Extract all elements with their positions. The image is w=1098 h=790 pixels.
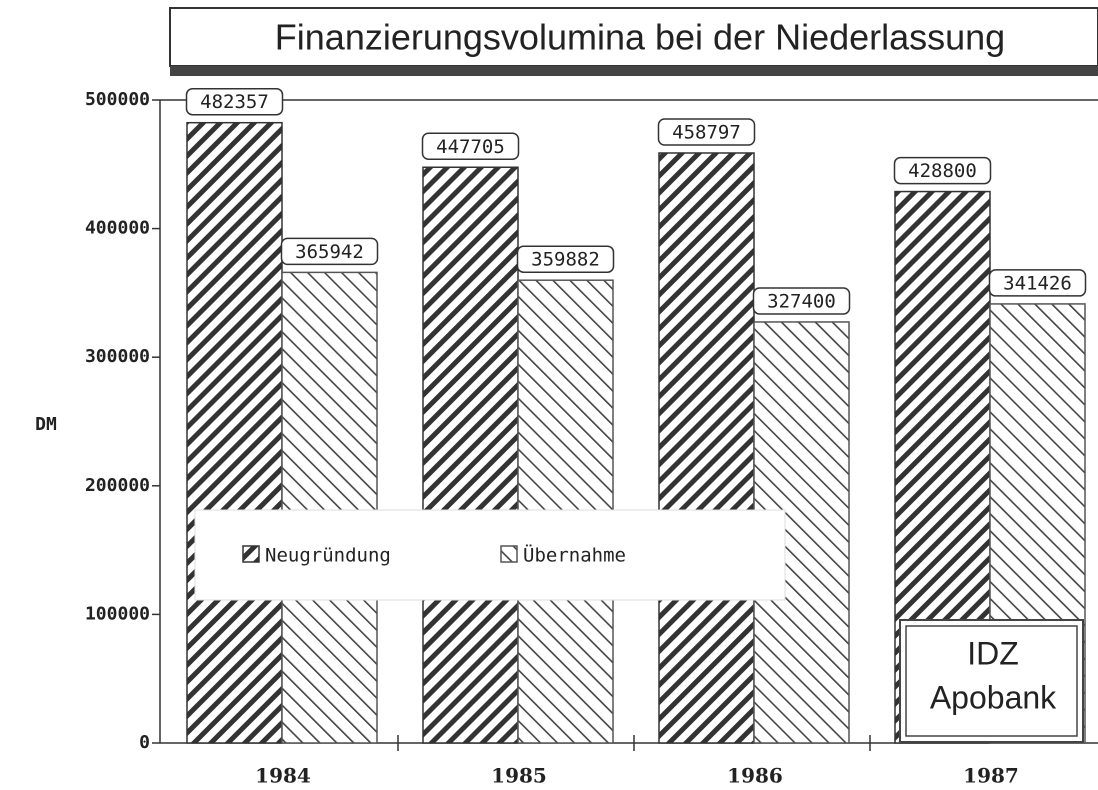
value-label-box <box>657 118 756 146</box>
value-label: 341426 <box>1003 272 1072 294</box>
y-tick-label: 0 <box>139 732 150 753</box>
value-label-box <box>752 287 851 315</box>
y-tick-label: 500000 <box>85 89 150 110</box>
value-label: 428800 <box>908 160 977 182</box>
y-tick-label: 200000 <box>85 475 150 496</box>
legend-label: Übernahme <box>523 544 626 567</box>
annotation: Apobank <box>930 679 1057 715</box>
legend-label: Neugründung <box>265 545 391 567</box>
value-label-box <box>516 245 615 273</box>
bar <box>422 166 519 744</box>
value-label: 327400 <box>767 290 836 312</box>
legend-swatch <box>500 545 518 563</box>
bar <box>281 271 378 744</box>
x-tick-label: 1987 <box>963 764 1019 788</box>
x-tick-label: 1986 <box>727 764 783 788</box>
value-label: 447705 <box>436 136 505 158</box>
value-label-box <box>893 156 992 185</box>
value-label-box <box>185 87 284 116</box>
value-label: 365942 <box>295 241 364 263</box>
value-label-box <box>421 132 520 161</box>
y-tick-label: 400000 <box>85 218 150 239</box>
value-label-box <box>280 237 379 266</box>
bar <box>658 152 755 744</box>
value-label: 359882 <box>531 249 600 271</box>
y-tick-label: 100000 <box>85 603 150 624</box>
value-label: 458797 <box>672 121 741 143</box>
overlay: Neugründung Übernahme IDZ Apobank <box>194 509 1084 743</box>
y-axis-label: DM <box>35 414 57 435</box>
y-tick-label: 300000 <box>85 346 150 367</box>
annotation-box <box>899 619 1084 743</box>
title-box <box>169 7 1098 67</box>
bar <box>186 121 283 744</box>
legend-swatch <box>242 545 260 563</box>
title-bar <box>170 66 1098 76</box>
chart-title: Finanzierungsvolumina bei der Niederlass… <box>275 17 1005 58</box>
value-label-box <box>988 269 1087 297</box>
legend-box <box>194 509 786 601</box>
value-label: 482357 <box>200 91 269 113</box>
annotation: IDZ <box>967 635 1019 671</box>
x-tick-label: 1984 <box>255 764 311 788</box>
annotation-inner <box>905 625 1078 737</box>
x-tick-label: 1985 <box>491 764 547 788</box>
